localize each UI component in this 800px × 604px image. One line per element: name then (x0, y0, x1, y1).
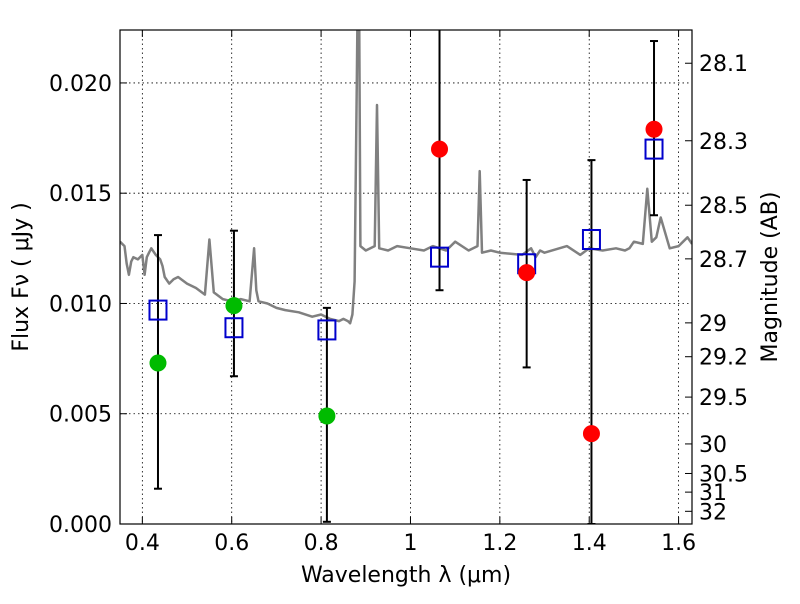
x-tick-label: 1.6 (661, 531, 696, 556)
y-right-tick-label: 28.3 (699, 130, 748, 155)
y-axis-label: Flux Fν ( μJy ) (9, 202, 34, 351)
observed-flux-point (149, 354, 167, 372)
y-tick-label: 0.015 (49, 182, 112, 207)
x-tick-label: 1.4 (572, 531, 607, 556)
observed-flux-point (318, 407, 336, 425)
x-tick-label: 0.6 (214, 531, 249, 556)
error-bar (587, 159, 596, 524)
x-tick-label: 1.2 (482, 531, 517, 556)
model-photometry-square (224, 317, 244, 339)
observed-flux-point (431, 140, 449, 158)
plot-data (120, 30, 692, 524)
model-photometry-square (430, 246, 450, 268)
y-right-tick-label: 28.7 (699, 248, 748, 273)
plot-frame (119, 29, 693, 525)
x-tick-label: 1 (403, 531, 417, 556)
x-tick-label: 0.4 (125, 531, 160, 556)
y-right-axis-label: Magnitude (AB) (758, 192, 783, 363)
model-photometry-square (581, 229, 601, 251)
y-right-tick-label: 31 (699, 481, 727, 506)
y-tick-label: 0.000 (49, 513, 112, 538)
observed-flux-point (582, 425, 600, 443)
model-photometry-square (317, 319, 337, 341)
y-tick-label: 0.020 (49, 72, 112, 97)
model-spectrum-line (120, 30, 692, 325)
observed-flux-point (225, 297, 243, 315)
x-tick-label: 0.8 (304, 531, 339, 556)
y-right-tick-label: 30.5 (699, 462, 748, 487)
y-right-tick-label: 29 (699, 312, 727, 337)
observed-flux-point (518, 264, 536, 282)
y-right-tick-label: 32 (699, 500, 727, 525)
y-right-tick-label: 30 (699, 433, 727, 458)
error-bar (435, 30, 444, 292)
observed-flux-point (645, 120, 663, 138)
y-right-tick-label: 28.1 (699, 52, 748, 77)
y-tick-label: 0.010 (49, 292, 112, 317)
y-right-tick-label: 29.5 (699, 386, 748, 411)
model-photometry-square (148, 299, 168, 321)
y-right-tick-label: 28.5 (699, 194, 748, 219)
y-tick-label: 0.005 (49, 403, 112, 428)
data-marks (120, 30, 692, 524)
x-axis-label: Wavelength λ (μm) (301, 563, 511, 588)
ticks: 0.4 0.6 0.8 1 1.2 1.4 1.6 0.000 0.005 0.010 0.015 0… (49, 30, 748, 556)
y-right-tick-label: 29.2 (699, 346, 748, 371)
model-photometry-square (644, 138, 664, 160)
